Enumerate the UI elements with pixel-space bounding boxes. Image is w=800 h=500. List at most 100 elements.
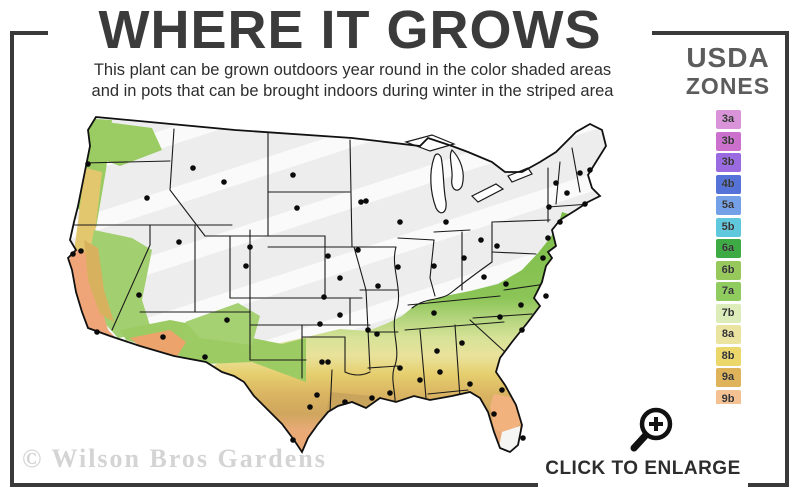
city-dot [337,312,343,318]
nm-green [185,303,260,345]
city-dot [546,204,552,210]
city-dot [397,365,403,371]
city-dot [337,275,343,281]
city-dot [491,411,497,417]
city-dot [369,395,375,401]
city-dot [499,387,505,393]
legend-title-line-2: ZONES [685,73,771,99]
city-dot [136,292,142,298]
legend-zone-chip: 6a [715,239,741,258]
city-dot [243,263,249,269]
city-dot [358,199,364,205]
city-dot [540,255,546,261]
city-dot [319,359,325,365]
click-to-enlarge-button[interactable]: CLICK TO ENLARGE [538,404,748,490]
city-dot [355,247,361,253]
city-dot [478,237,484,243]
city-dot [497,314,503,320]
lake-ontario [507,167,533,183]
great-lakes [404,134,533,214]
city-dot [247,244,253,250]
city-dot [520,435,526,441]
city-dot [481,274,487,280]
city-dot [494,243,500,249]
fl-orange [490,394,521,436]
lake-huron [449,149,464,191]
city-dot [543,293,549,299]
city-dot [342,399,348,405]
city-dot [365,327,371,333]
city-dot [176,239,182,245]
city-dot [557,219,563,225]
magnifier-plus-icon [630,407,673,452]
city-dots [70,161,593,443]
lake-michigan [430,153,447,214]
city-dot [70,251,76,257]
city-dot [290,437,296,443]
watermark: © Wilson Bros Gardens [22,444,327,473]
city-dot [443,219,449,225]
legend-zone-chip: 3a [715,110,741,129]
city-dot [417,377,423,383]
city-dot [397,219,403,225]
legend-title: USDA ZONES [672,44,784,98]
ca-valley-gold [84,240,114,322]
city-dot [431,310,437,316]
city-dot [395,264,401,270]
city-dot [314,392,320,398]
city-dot [545,235,551,241]
legend-zone-chip: 9b [715,389,741,409]
city-dot [144,195,150,201]
city-dot [503,281,509,287]
usda-zones-legend: USDA ZONES 3a3b3b4b5a5b6a6b7a7b8a8b9a9b1… [672,44,784,454]
page-title: WHERE IT GROWS [98,0,602,60]
legend-zone-chip: 4b [715,174,741,194]
legend-zone-chip: 5b [715,217,741,237]
lake-superior [404,134,456,152]
city-dot [94,329,100,335]
city-dot [387,390,393,396]
city-dot [317,321,323,327]
az-salmon [130,330,186,358]
city-dot [461,255,467,261]
city-dot [437,369,443,375]
legend-zone-chip: 5a [715,196,741,215]
city-dot [375,283,381,289]
legend-zone-chip: 8a [715,325,741,344]
header: WHERE IT GROWS [48,0,652,60]
city-dot [290,172,296,178]
state-borders [71,128,591,413]
city-dot [431,263,437,269]
city-dot [85,161,91,167]
click-to-enlarge-label: CLICK TO ENLARGE [545,458,741,479]
city-dot [518,302,524,308]
city-dot [321,294,327,300]
city-dot [224,317,230,323]
legend-zone-chip: 3b [715,131,741,151]
city-dot [202,354,208,360]
or-coast-yellow [72,168,102,268]
city-dot [582,201,588,207]
city-dot [467,381,473,387]
city-dot [221,179,227,185]
city-dot [307,404,313,410]
legend-zone-chip: 9a [715,368,741,387]
city-dot [78,248,84,254]
lake-erie [470,183,505,203]
legend-zone-list: 3a3b3b4b5a5b6a6b7a7b8a8b9a9b10a10b [672,110,784,454]
city-dot [294,205,300,211]
subtitle-line-1: This plant can be grown outdoors year ro… [93,61,612,79]
city-dot [587,167,593,173]
city-dot [553,180,559,186]
city-dot [459,340,465,346]
city-dot [325,359,331,365]
subtitle: This plant can be grown outdoors year ro… [30,60,675,102]
city-dot [519,327,525,333]
subtitle-line-2: and in pots that can be brought indoors … [91,82,614,100]
legend-zone-chip: 7b [715,303,741,323]
legend-zone-chip: 6b [715,260,741,280]
legend-zone-chip: 3b [715,153,741,172]
fl-tip-white [499,426,520,452]
